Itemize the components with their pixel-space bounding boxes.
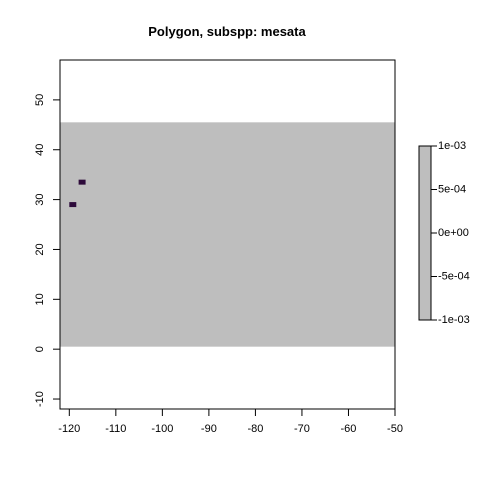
x-tick-label: -60 xyxy=(341,423,357,435)
legend-tick-label: 5e-04 xyxy=(438,184,466,196)
legend-tick-label: 0e+00 xyxy=(438,227,469,239)
legend-tick-label: 1e-03 xyxy=(438,140,466,152)
chart-title: Polygon, subspp: mesata xyxy=(148,24,306,39)
raster-cells xyxy=(69,179,86,208)
x-tick-label: -110 xyxy=(105,423,126,435)
y-axis: -10 0 10 20 30 40 50 xyxy=(34,94,61,407)
color-legend: 1e-03 5e-04 0e+00 -5e-04 -1e-03 xyxy=(418,140,470,326)
x-axis: -120 -110 -100 -90 -80 -70 -60 -50 xyxy=(58,408,403,435)
raster-cell xyxy=(69,202,77,208)
raster-fill xyxy=(60,122,395,347)
raster-layer xyxy=(60,122,395,347)
legend-ticks: 1e-03 5e-04 0e+00 -5e-04 -1e-03 xyxy=(431,140,470,326)
x-tick-label: -100 xyxy=(151,423,173,435)
y-tick-label: 30 xyxy=(34,193,46,205)
y-tick-label: 40 xyxy=(34,144,46,156)
y-tick-label: -10 xyxy=(34,391,46,407)
x-tick-label: -80 xyxy=(247,423,263,435)
y-tick-label: 10 xyxy=(34,293,46,305)
x-tick-label: -120 xyxy=(58,423,80,435)
legend-tick-label: -1e-03 xyxy=(438,314,470,326)
legend-tick-label: -5e-04 xyxy=(438,271,470,283)
legend-color-bar xyxy=(418,145,432,321)
y-tick-label: 20 xyxy=(34,243,46,255)
x-tick-label: -70 xyxy=(294,423,310,435)
y-tick-label: 50 xyxy=(34,94,46,106)
y-tick-label: 0 xyxy=(34,346,46,352)
x-tick-label: -50 xyxy=(387,423,403,435)
x-tick-label: -90 xyxy=(201,423,217,435)
raster-cell xyxy=(78,179,86,185)
